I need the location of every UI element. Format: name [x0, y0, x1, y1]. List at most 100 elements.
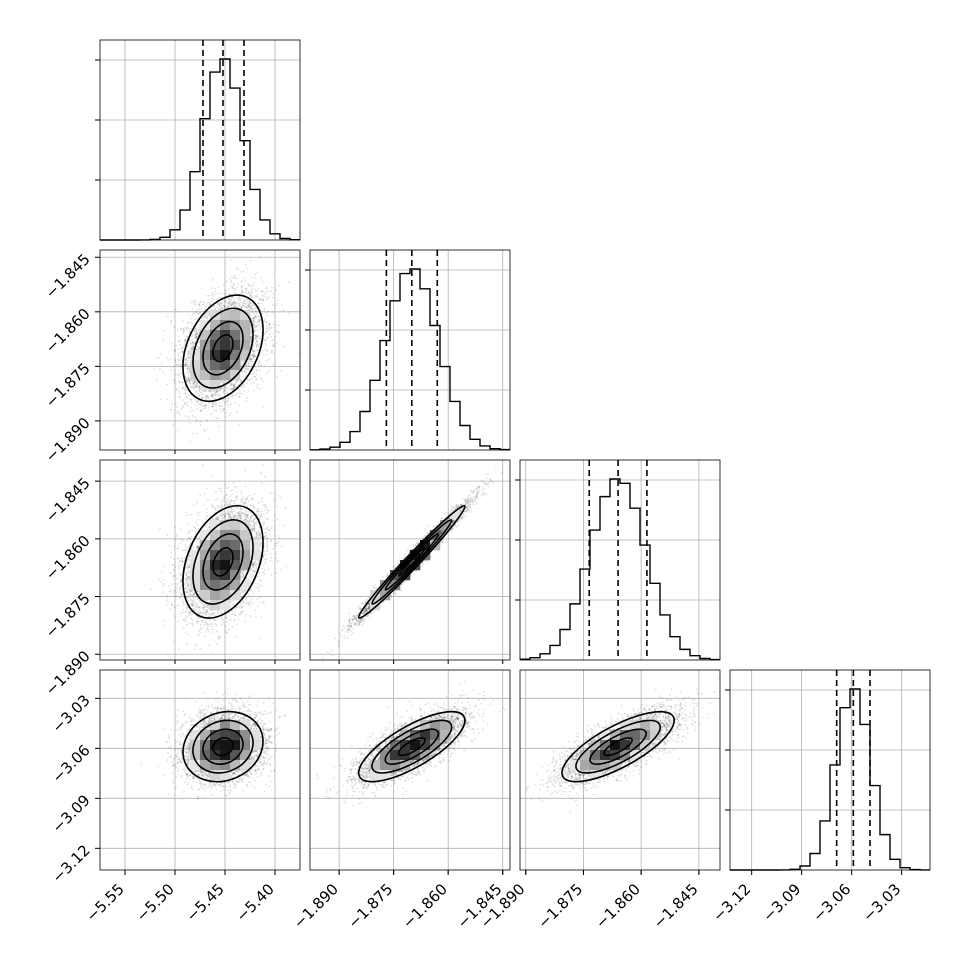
sample-point	[178, 393, 181, 395]
sample-point	[253, 349, 256, 352]
sample-point	[193, 381, 196, 384]
contour-1	[192, 307, 254, 389]
sample-point	[230, 388, 233, 391]
sample-point	[190, 386, 193, 389]
sample-point	[255, 324, 258, 327]
sample-point	[264, 339, 267, 342]
sample-point	[247, 293, 250, 295]
sample-point	[216, 306, 219, 308]
sample-point	[253, 320, 256, 322]
sample-point	[245, 267, 248, 269]
sample-point	[268, 369, 271, 372]
sample-point	[227, 400, 230, 403]
sample-point	[230, 259, 232, 262]
sample-point	[191, 307, 194, 310]
sample-point	[252, 324, 255, 327]
sample-point	[232, 303, 235, 306]
sample-point	[251, 295, 254, 298]
sample-point	[232, 384, 234, 387]
sample-point	[194, 301, 196, 304]
sample-point	[199, 301, 202, 303]
sample-point	[252, 320, 255, 323]
sample-point	[216, 390, 219, 393]
density-cell	[230, 310, 241, 321]
sample-point	[169, 409, 172, 411]
sample-point	[188, 382, 191, 385]
sample-point	[204, 429, 206, 432]
sample-point	[196, 400, 199, 403]
sample-point	[186, 380, 189, 383]
sample-point	[225, 617, 228, 620]
sample-point	[195, 420, 198, 423]
sample-point	[209, 413, 212, 416]
sample-point	[270, 336, 273, 338]
sample-point	[190, 399, 193, 401]
sample-point	[186, 360, 188, 362]
sample-point	[223, 305, 226, 307]
sample-point	[245, 289, 248, 292]
sample-point	[185, 367, 188, 370]
sample-point	[250, 382, 253, 385]
sample-point	[190, 385, 193, 388]
sample-point	[249, 367, 252, 370]
sample-point	[200, 300, 203, 303]
sample-point	[191, 380, 194, 383]
sample-point	[197, 606, 200, 609]
sample-point	[230, 383, 233, 386]
sample-point	[183, 329, 186, 332]
sample-point	[265, 298, 268, 301]
sample-point	[247, 363, 250, 366]
sample-point	[236, 286, 239, 288]
sample-point	[228, 302, 231, 305]
sample-point	[236, 297, 238, 299]
sample-point	[178, 371, 181, 374]
sample-point	[234, 302, 237, 304]
sample-point	[249, 294, 252, 297]
sample-point	[250, 357, 252, 360]
sample-point	[184, 415, 187, 418]
sample-point	[196, 332, 199, 335]
sample-point	[262, 298, 265, 300]
sample-point	[188, 368, 191, 371]
sample-point	[233, 274, 236, 277]
sample-point	[237, 302, 240, 305]
sample-point	[264, 307, 266, 310]
sample-point	[229, 303, 231, 306]
sample-point	[256, 343, 258, 346]
sample-point	[242, 360, 245, 363]
sample-point	[194, 335, 197, 338]
sample-point	[245, 300, 248, 303]
sample-point	[253, 281, 256, 284]
sample-point	[233, 305, 235, 308]
sample-point	[252, 356, 255, 359]
sample-point	[230, 383, 233, 385]
sample-point	[235, 382, 238, 385]
sample-point	[253, 353, 255, 356]
sample-point	[185, 335, 188, 338]
sample-point	[229, 278, 232, 280]
sample-point	[197, 384, 200, 387]
sample-point	[277, 324, 280, 327]
sample-point	[188, 357, 191, 360]
sample-point	[256, 369, 258, 372]
sample-point	[251, 354, 254, 356]
sample-point	[181, 593, 184, 595]
sample-point	[207, 604, 209, 607]
sample-point	[250, 338, 253, 341]
sample-point	[206, 419, 209, 422]
sample-point	[188, 356, 191, 359]
sample-point	[215, 394, 217, 397]
sample-point	[227, 304, 230, 307]
sample-point	[182, 608, 185, 611]
sample-point	[184, 338, 187, 341]
sample-point	[249, 260, 252, 262]
sample-point	[266, 336, 269, 339]
sample-point	[209, 390, 212, 392]
sample-point	[230, 412, 232, 415]
sample-point	[192, 604, 194, 607]
sample-point	[191, 345, 193, 347]
sample-point	[235, 277, 238, 280]
sample-point	[223, 307, 226, 309]
sample-point	[190, 346, 193, 349]
sample-point	[254, 355, 256, 357]
